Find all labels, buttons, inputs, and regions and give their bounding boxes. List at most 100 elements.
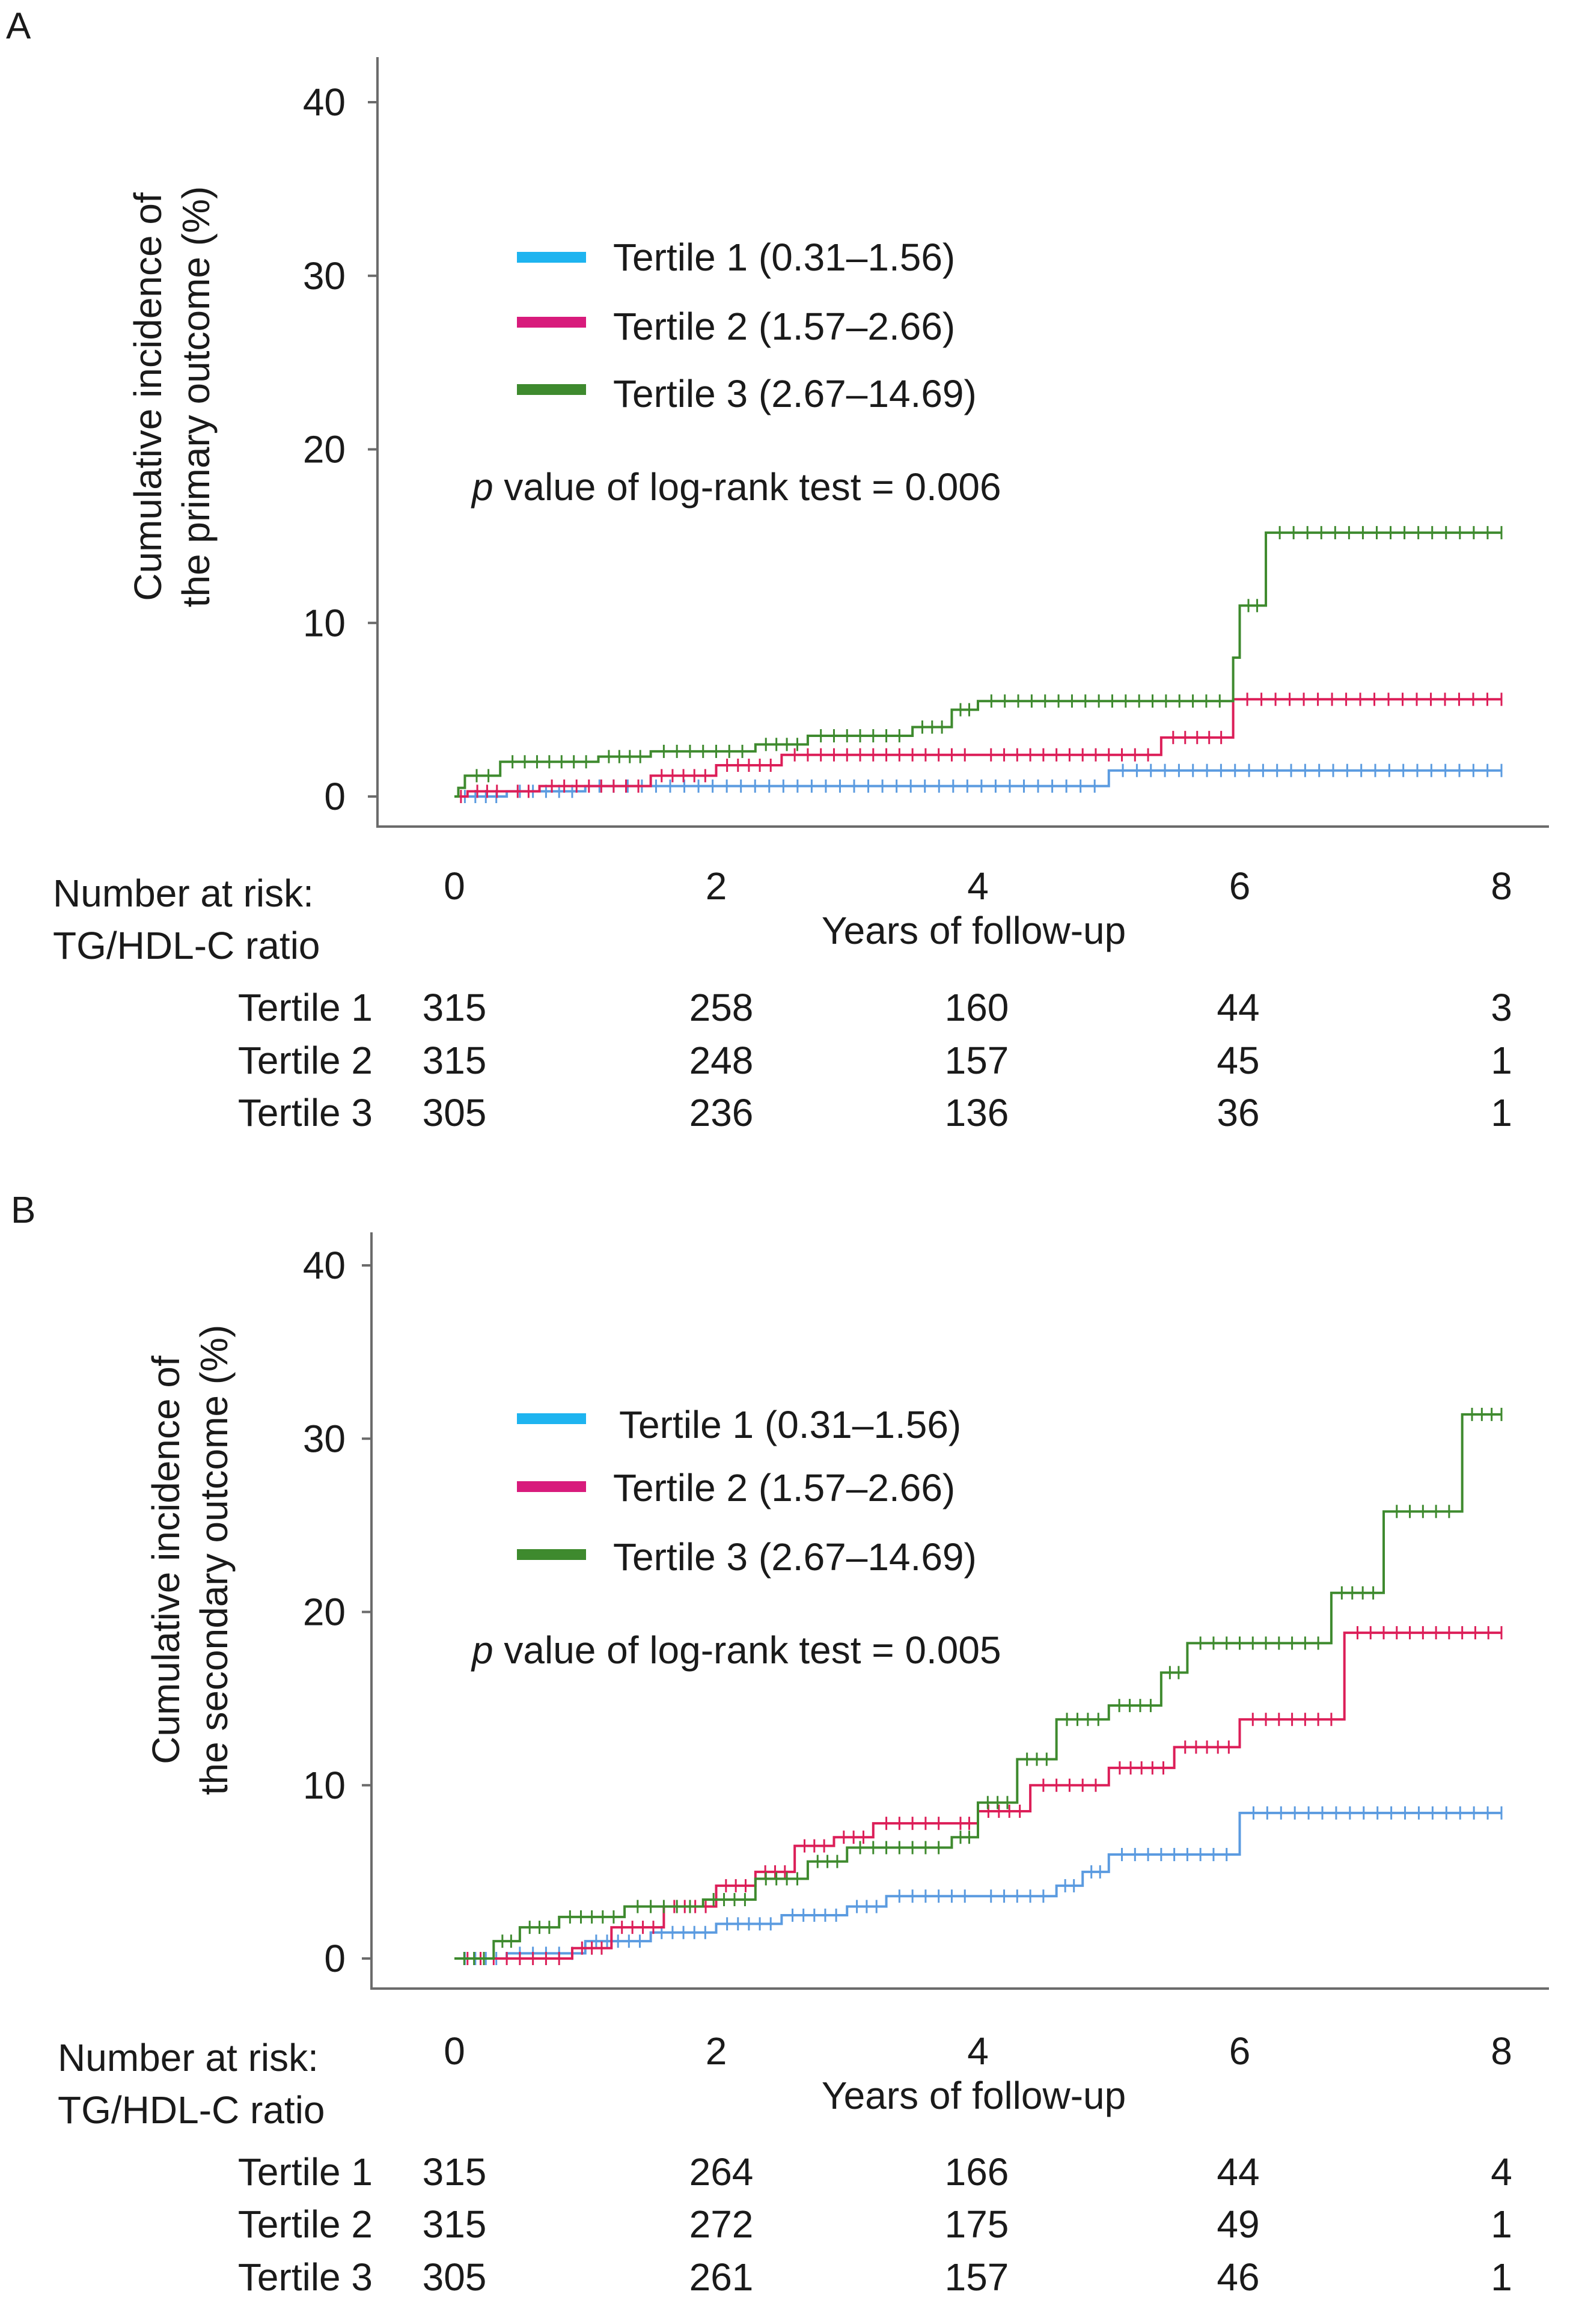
panel-b-xtick-label-4: 4 <box>967 2029 989 2073</box>
panel-b-risk-cell: 264 <box>689 2150 754 2194</box>
panel-b-curve-tertile-1 <box>454 1811 1501 1960</box>
legend-label-tertile-2: Tertile 2 (1.57–2.66) <box>613 1466 955 1509</box>
panel-b-curve-tertile-2 <box>454 1631 1501 1960</box>
panel-b-legend: Tertile 1 (0.31–1.56) Tertile 2 (1.57–2.… <box>517 1403 977 1579</box>
legend-label-tertile-3: Tertile 3 (2.67–14.69) <box>613 372 977 415</box>
panel-b-risk-cell: 49 <box>1217 2203 1259 2246</box>
panel-b-xticks: 0 2 4 6 8 <box>444 2029 1512 2073</box>
panel-b-curves <box>454 1407 1503 1965</box>
panel-b-risk-cell: 261 <box>689 2255 754 2299</box>
panel-b-letter: B <box>11 1190 35 1231</box>
panel-b-risk-cell: 305 <box>423 2255 487 2299</box>
panel-a-yticks: 0 10 20 30 40 <box>303 81 377 818</box>
panel-a-risk-row-label-2: Tertile 2 <box>238 1039 373 1082</box>
panel-b-xtick-label-2: 2 <box>706 2029 727 2073</box>
panel-b-xtick-label-6: 6 <box>1229 2029 1251 2073</box>
panel-b-risk-header-1: Number at risk: <box>58 2036 319 2079</box>
panel-b-ytick-label-30: 30 <box>303 1417 346 1460</box>
panel-b-risk-cell: 4 <box>1491 2150 1512 2194</box>
panel-a-curve-tertile-2 <box>454 698 1501 798</box>
panel-a-ytick-label-20: 20 <box>303 428 346 471</box>
panel-a-risk-cell: 236 <box>689 1091 754 1134</box>
panel-a-risk-cell: 315 <box>423 986 487 1029</box>
panel-b-xtick-label-0: 0 <box>444 2029 465 2073</box>
panel-b-risk-cell: 157 <box>945 2255 1009 2299</box>
panel-b-pvalue: p value of log-rank test = 0.005 <box>471 1628 1001 1672</box>
legend-label-tertile-2: Tertile 2 (1.57–2.66) <box>613 305 955 348</box>
panel-a-ytick-label-0: 0 <box>324 775 346 818</box>
panel-a-legend: Tertile 1 (0.31–1.56) Tertile 2 (1.57–2.… <box>517 236 977 415</box>
panel-a-xtick-label-8: 8 <box>1491 864 1512 908</box>
panel-b-risk-cell: 315 <box>423 2203 487 2246</box>
panel-a-risk-header-1: Number at risk: <box>53 872 314 915</box>
panel-a-xtick-label-0: 0 <box>444 864 465 908</box>
panel-a-ytick-label-40: 40 <box>303 81 346 124</box>
panel-a-risk-cell: 36 <box>1217 1091 1259 1134</box>
panel-a-axes: 0 10 20 30 40 <box>303 57 1549 828</box>
panel-a-xtick-label-6: 6 <box>1229 864 1251 908</box>
panel-a-risk-cell: 157 <box>945 1039 1009 1082</box>
panel-a-pvalue-p: p <box>471 465 493 509</box>
panel-b-ylabel-line2: the secondary outcome (%) <box>192 1325 236 1796</box>
panel-a-axis-lines <box>376 57 1549 828</box>
panel-b-ytick-label-10: 10 <box>303 1764 346 1807</box>
panel-b: B Cumulative incidence of the secondary … <box>11 1190 1549 2299</box>
panel-a-xtick-label-4: 4 <box>967 864 989 908</box>
panel-a-risk-cell: 315 <box>423 1039 487 1082</box>
panel-a-xlabel: Years of follow-up <box>822 909 1126 952</box>
panel-a-risk-cell: 1 <box>1491 1039 1512 1082</box>
panel-a-risk-cell: 3 <box>1491 986 1512 1029</box>
panel-b-pvalue-p: p <box>471 1628 493 1672</box>
panel-a-ylabel-line2: the primary outcome (%) <box>174 186 218 608</box>
panel-a-risk-cell: 44 <box>1217 986 1259 1029</box>
panel-a-risk-cell: 248 <box>689 1039 754 1082</box>
panel-a-risk-cell: 160 <box>945 986 1009 1029</box>
panel-a-risk-table: Number at risk: TG/HDL-C ratio Tertile 1… <box>53 872 1512 1134</box>
panel-a-curves <box>454 526 1503 803</box>
panel-a-xtick-label-2: 2 <box>706 864 727 908</box>
panel-b-xtick-label-8: 8 <box>1491 2029 1512 2073</box>
panel-b-risk-row-label-2: Tertile 2 <box>238 2203 373 2246</box>
panel-a-xticks: 0 2 4 6 8 <box>444 864 1512 908</box>
panel-a-pvalue-text: value of log-rank test = 0.006 <box>493 465 1001 509</box>
panel-a-ytick-label-10: 10 <box>303 601 346 644</box>
panel-b-risk-cell: 1 <box>1491 2203 1512 2246</box>
panel-a-curve-tertile-3 <box>454 531 1501 798</box>
panel-a-risk-rows: Tertile 1 315 258 160 44 3 Tertile 2 315 248 157 4… <box>238 986 1512 1134</box>
panel-a-ylabel-line1: Cumulative incidence of <box>126 192 170 601</box>
panel-b-risk-cell: 44 <box>1217 2150 1259 2194</box>
panel-a-letter: A <box>6 5 31 47</box>
panel-a-risk-cell: 305 <box>423 1091 487 1134</box>
panel-b-risk-cell: 272 <box>689 2203 754 2246</box>
panel-b-ytick-label-40: 40 <box>303 1244 346 1287</box>
panel-a-risk-cell: 1 <box>1491 1091 1512 1134</box>
legend-label-tertile-1: Tertile 1 (0.31–1.56) <box>613 236 955 279</box>
panel-a-risk-row-label-3: Tertile 3 <box>238 1091 373 1134</box>
panel-b-axes: 0 10 20 30 40 <box>303 1232 1549 1990</box>
panel-a-ytick-label-30: 30 <box>303 254 346 298</box>
panel-a-risk-cell: 45 <box>1217 1039 1259 1082</box>
panel-b-ylabel-line1: Cumulative incidence of <box>144 1356 188 1764</box>
panel-a-risk-cell: 136 <box>945 1091 1009 1134</box>
panel-b-risk-cell: 315 <box>423 2150 487 2194</box>
panel-b-xlabel: Years of follow-up <box>822 2074 1126 2117</box>
panel-a-risk-row-label-1: Tertile 1 <box>238 986 373 1029</box>
panel-b-risk-cell: 46 <box>1217 2255 1259 2299</box>
panel-b-yticks: 0 10 20 30 40 <box>303 1244 371 1980</box>
panel-b-ytick-label-0: 0 <box>324 1937 346 1980</box>
panel-b-risk-table: Number at risk: TG/HDL-C ratio Tertile 1… <box>58 2036 1512 2299</box>
panel-a-risk-header-2: TG/HDL-C ratio <box>53 924 320 967</box>
panel-b-ytick-label-20: 20 <box>303 1591 346 1634</box>
panel-b-risk-header-2: TG/HDL-C ratio <box>58 2088 325 2132</box>
legend-label-tertile-3: Tertile 3 (2.67–14.69) <box>613 1535 977 1579</box>
panel-a-pvalue: p value of log-rank test = 0.006 <box>471 465 1001 509</box>
panel-b-risk-row-label-1: Tertile 1 <box>238 2150 373 2194</box>
panel-b-pvalue-text: value of log-rank test = 0.005 <box>493 1628 1001 1672</box>
panel-a: A Cumulative incidence of the primary ou… <box>6 5 1549 1134</box>
panel-b-risk-cell: 175 <box>945 2203 1009 2246</box>
panel-a-curve-tertile-1 <box>454 769 1501 798</box>
panel-b-axis-lines <box>370 1232 1549 1990</box>
panel-a-risk-cell: 258 <box>689 986 754 1029</box>
